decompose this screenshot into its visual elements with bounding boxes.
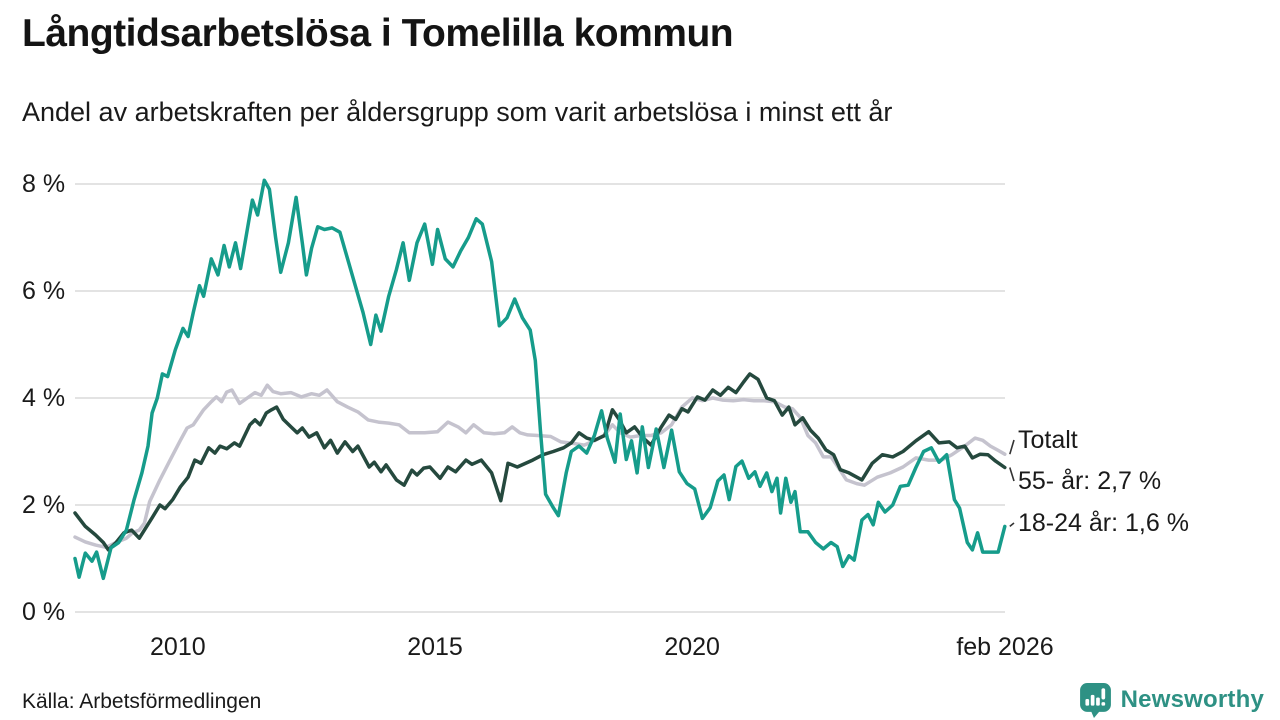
source-label: Källa: Arbetsförmedlingen (22, 690, 262, 713)
y-axis-label: 4 % (22, 384, 66, 412)
newsworthy-wordmark: Newsworthy (1120, 685, 1264, 713)
page-title: Långtidsarbetslösa i Tomelilla kommun (22, 12, 734, 55)
y-axis-label: 8 % (22, 170, 66, 198)
y-axis-label: 2 % (22, 491, 66, 519)
page-subtitle: Andel av arbetskraften per åldersgrupp s… (22, 97, 893, 127)
series-line-totalt (73, 383, 1007, 550)
series-label-55-r: 55- år: 2,7 % (1018, 467, 1162, 495)
series-label-totalt: Totalt (1018, 426, 1078, 454)
y-axis-label: 6 % (22, 277, 66, 305)
series-line-18-24-r (73, 178, 1007, 581)
series-line-55-r (73, 372, 1007, 552)
leader-line (1009, 522, 1015, 528)
y-axis-label: 0 % (22, 598, 66, 626)
newsworthy-logo[interactable]: Newsworthy (1078, 681, 1264, 718)
x-axis-label: 2010 (150, 633, 206, 661)
x-axis-label: 2015 (407, 633, 463, 661)
x-axis-label: 2020 (664, 633, 720, 661)
leader-line (1009, 467, 1015, 482)
newsworthy-icon (1079, 683, 1111, 718)
x-axis-label: feb 2026 (956, 633, 1054, 661)
leader-line (1009, 439, 1015, 455)
series-label-18-24-r: 18-24 år: 1,6 % (1018, 509, 1189, 537)
